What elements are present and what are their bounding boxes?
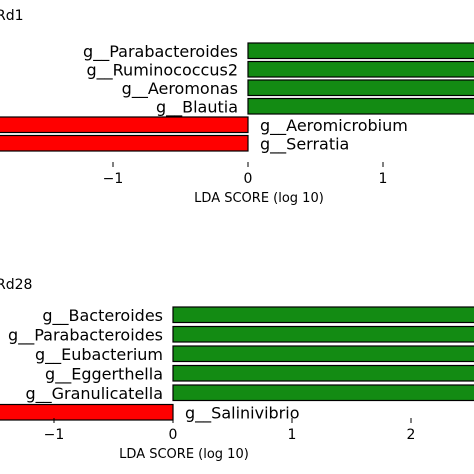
x-tick-label-2: 0	[169, 427, 178, 443]
x-axis-label: LDA SCORE (log 10)	[119, 447, 249, 462]
bar-6	[0, 403, 174, 421]
bar-label-3: g__Eubacterium	[35, 345, 163, 365]
bar-label-2: g__Ruminococcus2	[87, 60, 239, 80]
bar-3	[172, 345, 474, 363]
bar-1	[172, 306, 474, 324]
bar-2	[172, 325, 474, 343]
bar-label-4: g__Eggerthella	[45, 364, 163, 384]
chart-panel-1: Rd1g__Parabacteroidesg__Ruminococcus2g__…	[0, 8, 474, 206]
bar-label-6: g__Salinivibrio	[185, 403, 299, 423]
x-tick-label-1: −1	[44, 427, 65, 443]
bar-4	[247, 97, 474, 115]
chart-title: Rd1	[0, 8, 24, 24]
bar-3	[247, 79, 474, 97]
bar-label-5: g__Granulicatella	[25, 384, 163, 404]
bar-2	[247, 60, 474, 78]
x-tick-label-2: 0	[244, 171, 253, 187]
bar-5	[0, 116, 249, 134]
x-tick-label-3: 1	[379, 171, 388, 187]
bar-label-1: g__Bacteroides	[42, 306, 163, 326]
chart-panel-2: Rd28g__Bacteroidesg__Parabacteroidesg__E…	[0, 277, 474, 462]
bar-6	[0, 134, 249, 152]
x-tick-label-3: 1	[288, 427, 297, 443]
bar-label-5: g__Aeromicrobium	[260, 116, 408, 136]
bar-1	[247, 42, 474, 60]
x-tick-label-1: −1	[103, 171, 124, 187]
chart-title: Rd28	[0, 277, 32, 293]
x-tick-label-4: 2	[407, 427, 416, 443]
bar-label-1: g__Parabacteroides	[83, 42, 238, 62]
bar-label-4: g__Blautia	[156, 97, 238, 117]
bar-label-6: g__Serratia	[260, 134, 349, 154]
bar-4	[172, 364, 474, 382]
bar-label-3: g__Aeromonas	[122, 79, 238, 99]
bar-5	[172, 384, 474, 402]
bar-label-2: g__Parabacteroides	[8, 325, 163, 345]
x-axis-label: LDA SCORE (log 10)	[194, 191, 324, 206]
